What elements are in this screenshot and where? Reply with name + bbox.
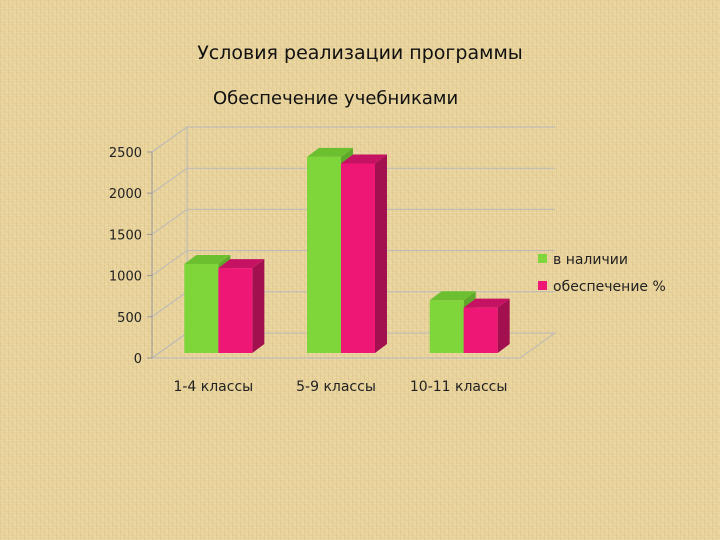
bar [184, 255, 231, 353]
legend-swatch [538, 254, 547, 263]
legend-label: обеспечение % [553, 279, 666, 295]
bar-top [184, 255, 231, 265]
bar-front [307, 156, 341, 353]
bar-side [497, 298, 510, 353]
legend-swatch [538, 281, 547, 290]
gridline [151, 167, 555, 194]
y-tick-label: 1000 [109, 270, 142, 285]
bar-top [463, 298, 510, 308]
legend-label: в наличии [553, 252, 628, 268]
y-tick-label: 2500 [109, 146, 142, 161]
chart-bars [184, 147, 510, 353]
bar-top [218, 259, 265, 269]
x-axis-categories: 1-4 классы 5-9 классы 10-11 классы [173, 379, 507, 395]
slide-title: Условия реализации программы [197, 42, 523, 64]
chart-title: Обеспечение учебниками [213, 88, 459, 109]
gridline [151, 250, 555, 277]
bar-top [429, 291, 476, 301]
y-axis-ticks: 0 500 1000 1500 2000 2500 [109, 146, 142, 367]
bar-front [218, 268, 253, 353]
bar [463, 298, 510, 353]
x-category-label: 1-4 классы [173, 379, 253, 395]
chart-legend: в наличии обеспечение % [538, 252, 666, 295]
bar-front [184, 264, 219, 353]
bar [218, 259, 265, 353]
bar [341, 154, 387, 353]
bar-front [463, 307, 498, 353]
y-tick-label: 500 [117, 311, 142, 326]
gridline [151, 126, 555, 153]
y-tick-label: 0 [134, 352, 142, 367]
bar-front [429, 300, 464, 353]
gridline [151, 208, 555, 235]
y-tick-label: 1500 [109, 228, 142, 243]
bar-top [307, 147, 353, 157]
bar-top [341, 154, 387, 164]
bar-side [252, 259, 265, 353]
side-wall [151, 126, 188, 359]
y-tick-label: 2000 [109, 187, 142, 202]
bar-side [375, 154, 387, 353]
bar-front [341, 163, 375, 353]
x-category-label: 5-9 классы [296, 379, 376, 395]
x-category-label: 10-11 классы [410, 379, 508, 395]
